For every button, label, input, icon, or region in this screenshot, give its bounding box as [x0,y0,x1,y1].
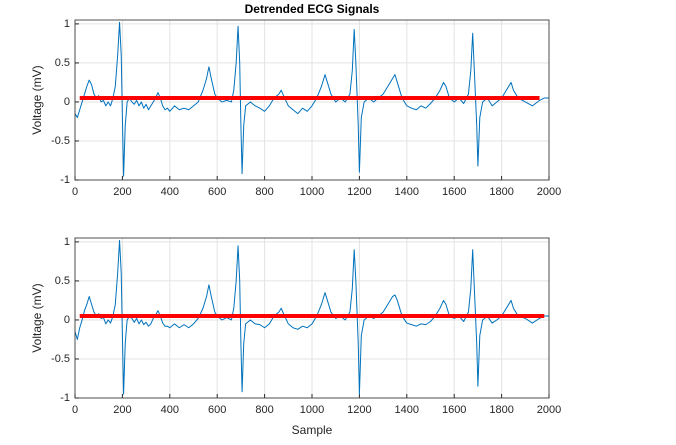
x-tick-label: 1800 [489,186,513,198]
x-tick-label: 600 [208,186,226,198]
y-axis-label: Voltage (mV) [30,65,44,134]
y-tick-label: 1 [64,18,70,30]
x-axis-label: Sample [292,423,333,437]
y-tick-label: -1 [60,392,70,404]
axes-box [74,237,550,399]
x-tick-label: 800 [255,186,273,198]
x-tick-label: 1200 [347,404,371,416]
y-tick-label: 0.5 [55,275,70,287]
x-tick-label: 1000 [300,404,324,416]
axes-box [74,19,550,181]
y-axis-label: Voltage (mV) [30,283,44,352]
x-tick-label: 1200 [347,186,371,198]
x-tick-label: 1400 [395,404,419,416]
x-tick-label: 200 [113,404,131,416]
x-tick-label: 2000 [537,404,561,416]
series-line [75,21,549,177]
x-tick-label: 200 [113,186,131,198]
y-tick-label: 1 [64,236,70,248]
y-tick-label: 0.5 [55,57,70,69]
x-tick-label: 400 [161,404,179,416]
y-tick-label: -1 [60,174,70,186]
x-tick-label: 1600 [442,186,466,198]
x-tick-label: 0 [72,186,78,198]
y-tick-label: -0.5 [51,353,70,365]
x-tick-label: 1800 [489,404,513,416]
x-tick-label: 1600 [442,404,466,416]
x-tick-label: 600 [208,404,226,416]
y-tick-label: -0.5 [51,135,70,147]
y-tick-label: 0 [64,314,70,326]
x-tick-label: 1400 [395,186,419,198]
x-tick-label: 0 [72,404,78,416]
x-tick-label: 400 [161,186,179,198]
chart-title: Detrended ECG Signals [245,2,380,16]
x-tick-label: 800 [255,404,273,416]
x-tick-label: 2000 [537,186,561,198]
y-tick-label: 0 [64,96,70,108]
x-tick-label: 1000 [300,186,324,198]
